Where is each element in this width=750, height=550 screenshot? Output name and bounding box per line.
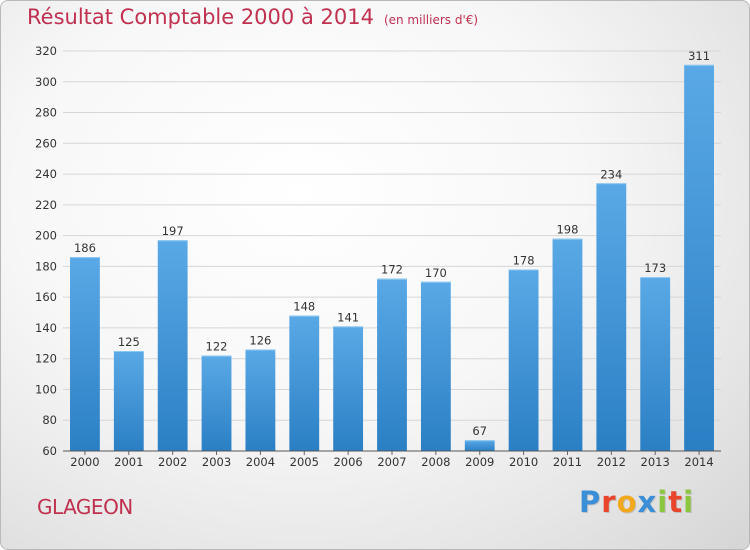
y-tick-label: 280 xyxy=(35,106,57,120)
x-tick-label: 2005 xyxy=(290,455,319,469)
y-tick-label: 180 xyxy=(35,259,57,273)
y-tick-label: 300 xyxy=(35,75,57,89)
data-label: 197 xyxy=(162,224,184,238)
data-label: 125 xyxy=(118,335,140,349)
x-tick-label: 2009 xyxy=(465,455,494,469)
x-tick-label: 2012 xyxy=(597,455,626,469)
data-label: 186 xyxy=(74,241,96,255)
y-tick-label: 220 xyxy=(35,198,57,212)
x-tick-label: 2008 xyxy=(421,455,450,469)
logo-letter: P xyxy=(579,485,602,519)
bar xyxy=(640,277,671,451)
x-tick-label: 2007 xyxy=(377,455,406,469)
bar xyxy=(333,326,364,451)
bars xyxy=(70,64,714,452)
bar xyxy=(508,269,539,451)
y-tick-label: 140 xyxy=(35,321,57,335)
data-label: 198 xyxy=(556,223,578,237)
title-row: Résultat Comptable 2000 à 2014 (en millie… xyxy=(27,5,478,29)
y-tick-label: 100 xyxy=(35,382,57,396)
x-tick-label: 2001 xyxy=(114,455,143,469)
data-label: 67 xyxy=(472,424,487,438)
logo-letter: i xyxy=(657,485,669,519)
logo-letter: t xyxy=(668,485,684,519)
x-tick-label: 2002 xyxy=(158,455,187,469)
chart-title: Résultat Comptable 2000 à 2014 xyxy=(27,5,374,29)
logo-letter: o xyxy=(616,485,638,519)
y-tick-label: 240 xyxy=(35,167,57,181)
y-tick-label: 60 xyxy=(42,444,57,458)
x-tick-label: 2006 xyxy=(333,455,362,469)
y-tick-label: 120 xyxy=(35,352,57,366)
x-tick-label: 2004 xyxy=(246,455,275,469)
data-label: 126 xyxy=(249,333,271,347)
bar xyxy=(684,64,714,451)
commune-name: GLAGEON xyxy=(37,495,133,519)
bar xyxy=(157,240,188,451)
x-axis: 2000 2001 2002 2003 2004 2005 2006 2007 2008 2009… xyxy=(63,450,721,469)
y-tick-label: 160 xyxy=(35,290,57,304)
bar xyxy=(596,183,627,452)
bar xyxy=(70,257,100,451)
logo-letter: x xyxy=(637,485,658,519)
y-tick-label: 80 xyxy=(42,413,57,427)
data-labels: 186 125 197 122 126 148 141 172 170 67 178 198 234 17… xyxy=(74,49,710,438)
x-tick-label: 2011 xyxy=(553,455,582,469)
y-tick-label: 200 xyxy=(35,229,57,243)
data-label: 311 xyxy=(688,49,710,63)
y-tick-label: 320 xyxy=(35,44,57,58)
bar xyxy=(201,355,232,451)
data-label: 172 xyxy=(381,263,403,277)
x-tick-label: 2013 xyxy=(641,455,670,469)
bar xyxy=(377,278,407,451)
bar xyxy=(552,238,583,451)
data-label: 122 xyxy=(206,340,228,354)
x-tick-label: 2014 xyxy=(684,455,713,469)
chart-subtitle: (en milliers d'€) xyxy=(383,13,479,27)
data-label: 141 xyxy=(337,310,359,324)
x-tick-label: 2000 xyxy=(70,455,99,469)
proxiti-logo: Proxiti xyxy=(579,485,694,519)
bar xyxy=(420,281,451,451)
bar xyxy=(289,315,320,451)
bar xyxy=(113,351,144,451)
data-label: 148 xyxy=(293,300,315,314)
data-label: 170 xyxy=(425,266,447,280)
bar xyxy=(464,440,495,451)
logo-letter: i xyxy=(683,485,695,519)
data-label: 178 xyxy=(513,253,535,267)
y-axis: 60 80 100 120 140 160 180 200 220 240 260 280 300 320 xyxy=(35,44,57,458)
y-tick-label: 260 xyxy=(35,136,57,150)
bar xyxy=(245,349,276,451)
data-label: 234 xyxy=(600,167,622,181)
logo-letter: r xyxy=(601,485,617,519)
x-tick-label: 2010 xyxy=(509,455,538,469)
data-label: 173 xyxy=(644,261,666,275)
x-tick-label: 2003 xyxy=(202,455,231,469)
